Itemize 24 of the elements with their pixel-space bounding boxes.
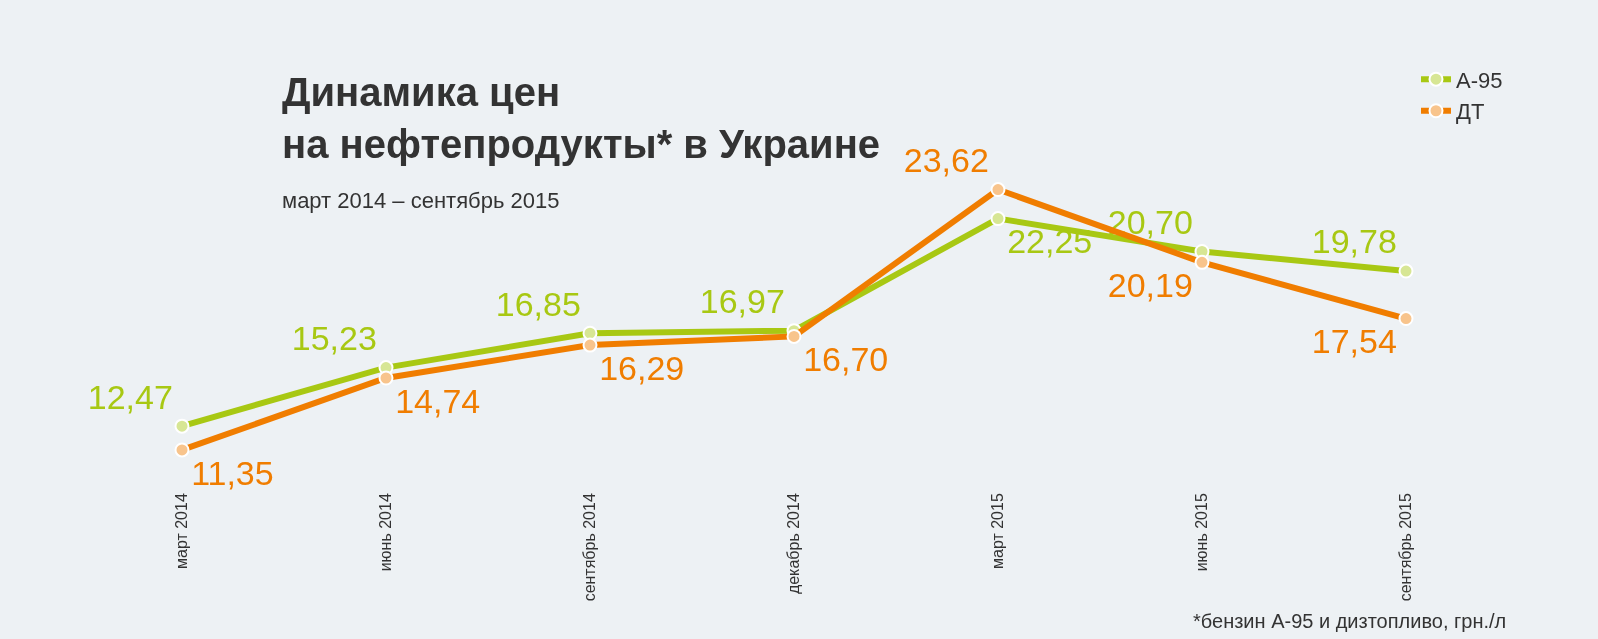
data-label: 20,19 [1107, 265, 1193, 304]
data-label: 19,78 [1311, 222, 1397, 261]
data-label: 16,29 [599, 348, 685, 387]
data-label: 23,62 [903, 140, 989, 179]
data-label: 14,74 [395, 381, 481, 420]
text: *бензин А-95 и дизтопливо, грн./л [1193, 610, 1507, 632]
data-label: 16,85 [495, 284, 581, 323]
legend-label: ДТ [1456, 99, 1485, 125]
chart-title: Динамика цен на нефтепродукты* в Украине [282, 70, 881, 166]
data-label: 12,47 [87, 377, 173, 416]
data-label: 17,54 [1311, 322, 1397, 361]
legend-label: А-95 [1456, 67, 1503, 93]
x-tick-label: сентябрь 2015 [1397, 493, 1415, 602]
data-label: 16,97 [699, 282, 785, 321]
data-label: 11,35 [191, 453, 274, 492]
chart-subtitle: март 2014 – сентябрь 2015 [282, 188, 560, 213]
x-tick-label: март 2014 [173, 493, 191, 570]
data-label: 16,70 [803, 340, 889, 379]
x-tick-label: июнь 2014 [377, 493, 395, 572]
x-tick-label: декабрь 2014 [785, 493, 803, 595]
x-tick-label: сентябрь 2014 [581, 493, 599, 602]
x-tick-label: июнь 2015 [1193, 493, 1211, 572]
data-label: 15,23 [291, 318, 377, 357]
x-tick-label: март 2015 [989, 493, 1007, 570]
